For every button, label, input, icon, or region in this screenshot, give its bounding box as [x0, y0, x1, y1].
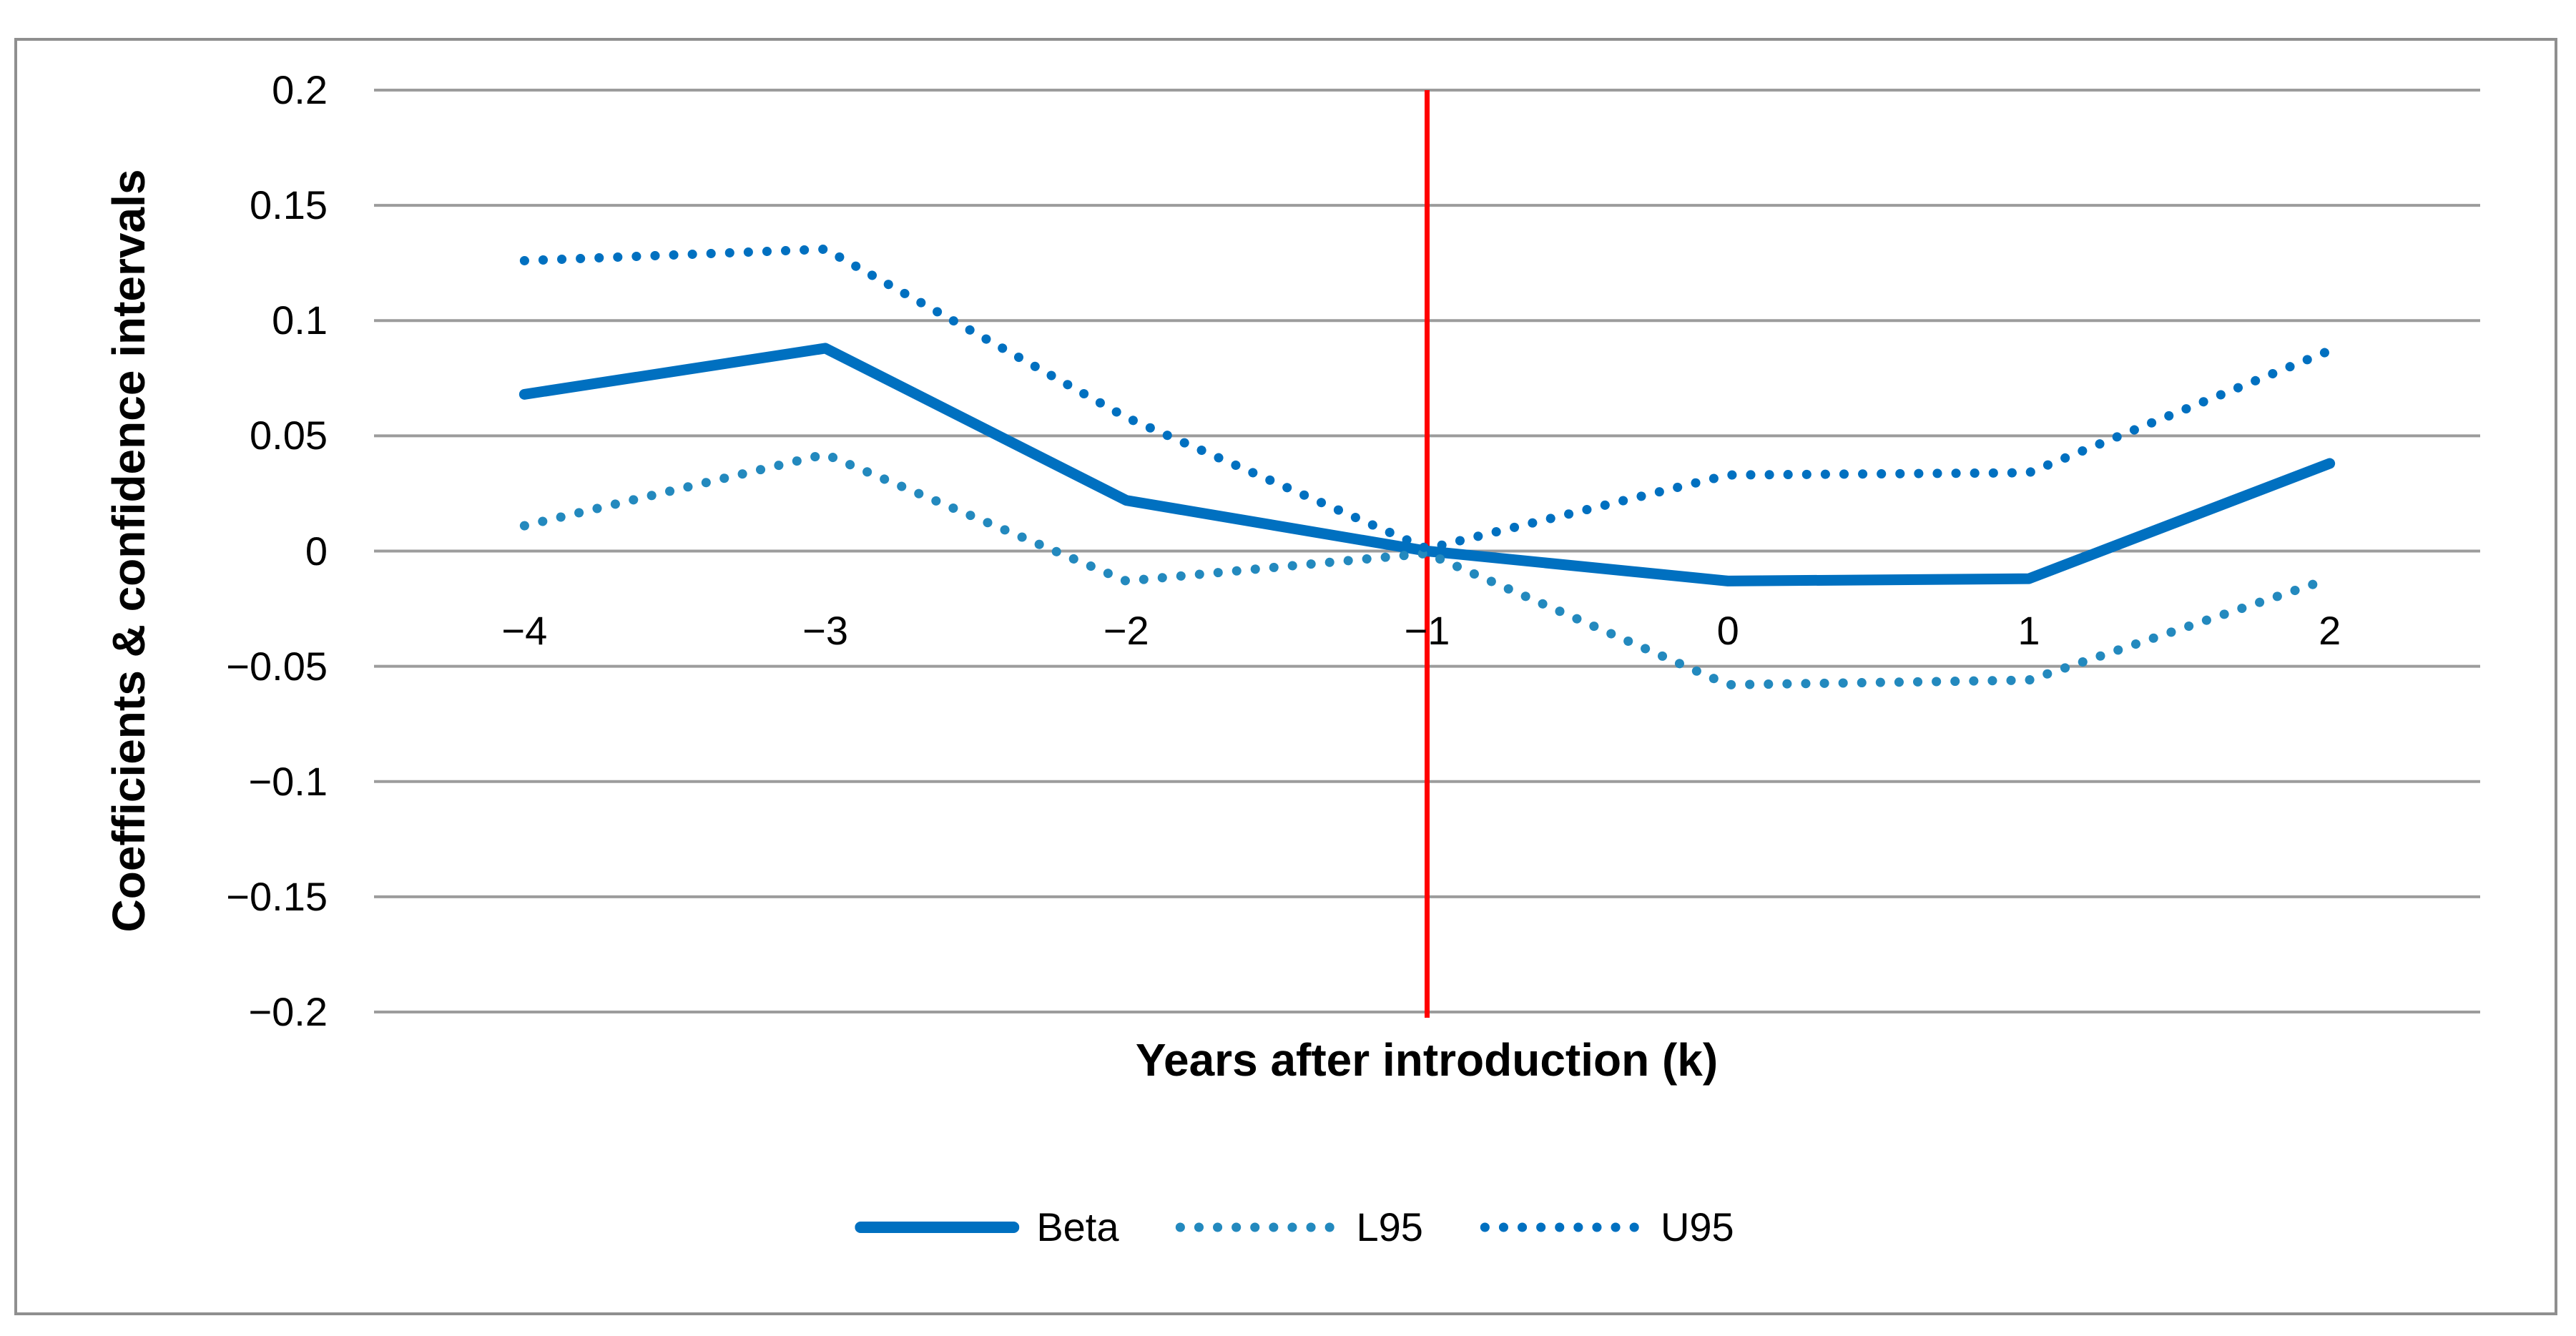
x-axis-title: Years after introduction (k) — [1135, 1034, 1719, 1086]
y-tick-label: 0.2 — [272, 67, 328, 112]
legend-marker-l95-icon — [1176, 1222, 1339, 1232]
series-beta-line — [518, 343, 2336, 586]
legend-item-l95: L95 — [1175, 1207, 1423, 1247]
series-u95-line — [519, 244, 2335, 554]
y-tick-label: −0.05 — [226, 643, 328, 689]
chart-legend: Beta L95 U95 — [855, 1207, 1734, 1247]
x-tick-label: −2 — [1103, 608, 1149, 653]
legend-label-l95: L95 — [1356, 1204, 1423, 1249]
x-tick-label: 0 — [1716, 608, 1739, 653]
legend-label-beta: Beta — [1036, 1204, 1119, 1249]
x-tick-label: −1 — [1404, 608, 1450, 653]
y-tick-label: −0.2 — [248, 989, 328, 1034]
legend-item-beta: Beta — [855, 1207, 1119, 1247]
legend-marker-u95-icon — [1480, 1222, 1643, 1232]
y-tick-label: 0.15 — [250, 182, 328, 228]
series-l95-line — [519, 449, 2335, 689]
x-tick-label: −3 — [802, 608, 848, 653]
figure-border — [14, 38, 2557, 1315]
legend-label-u95: U95 — [1660, 1204, 1734, 1249]
y-tick-label: −0.15 — [226, 873, 328, 919]
legend-item-u95: U95 — [1479, 1207, 1734, 1247]
x-tick-label: −4 — [501, 608, 548, 653]
y-tick-label: 0 — [305, 528, 328, 574]
y-axis-title: Coefficients & confidence intervals — [103, 169, 154, 933]
legend-marker-beta-icon — [855, 1222, 1020, 1233]
y-tick-label: 0.1 — [272, 298, 328, 343]
x-tick-label: 1 — [2017, 608, 2040, 653]
y-tick-label: −0.1 — [248, 758, 328, 804]
x-tick-label: 2 — [2319, 608, 2341, 653]
y-tick-label: 0.05 — [250, 413, 328, 458]
